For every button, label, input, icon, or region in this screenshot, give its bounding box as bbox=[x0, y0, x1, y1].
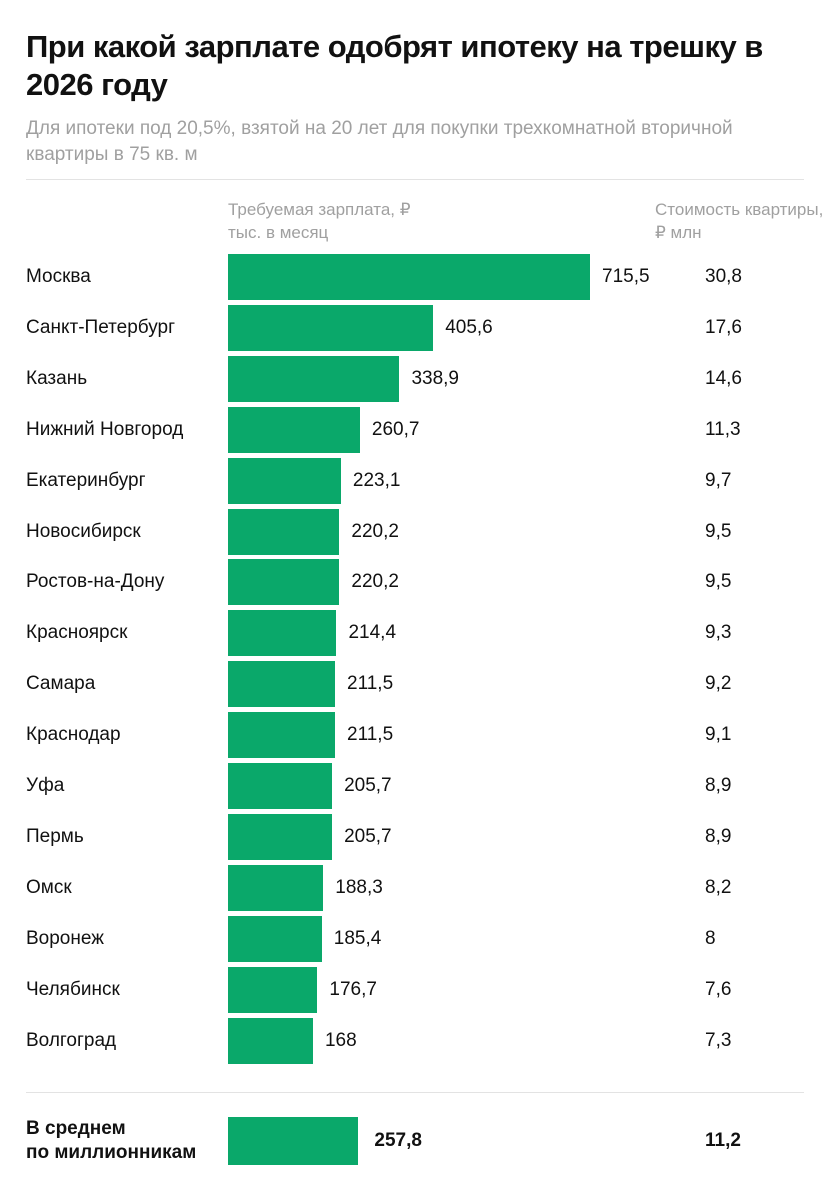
city-label: Казань bbox=[26, 367, 88, 389]
salary-bar bbox=[228, 712, 335, 759]
salary-value-label: 220,2 bbox=[351, 571, 399, 593]
average-label-line2: по миллионникам bbox=[26, 1142, 197, 1163]
salary-bar bbox=[228, 355, 400, 402]
bar-row: Пермь 205,7 8,9 bbox=[0, 813, 830, 865]
salary-column-header: Требуемая зарплата, ₽ тыс. в месяц bbox=[228, 200, 411, 242]
price-value-label: 30,8 bbox=[705, 266, 742, 287]
salary-value-label: 214,4 bbox=[348, 622, 397, 644]
city-label: Новосибирск bbox=[26, 520, 141, 542]
salary-value-label: 205,7 bbox=[344, 825, 392, 847]
salary-bar bbox=[228, 610, 337, 657]
city-label: Нижний Новгород bbox=[26, 418, 184, 440]
bar-row: Новосибирск 220,2 9,5 bbox=[0, 508, 830, 560]
salary-value-label: 405,6 bbox=[445, 316, 493, 338]
salary-value-label: 168 bbox=[324, 1029, 357, 1051]
salary-value-label: 188,3 bbox=[335, 876, 383, 898]
chart-title: При какой зарплате одобрят ипотеку на тр… bbox=[26, 29, 763, 102]
city-label: Воронеж bbox=[26, 927, 104, 949]
price-value-label: 17,6 bbox=[705, 316, 742, 338]
salary-value-label: 176,7 bbox=[329, 978, 377, 1000]
divider bbox=[26, 1092, 804, 1093]
bar-row: Воронеж 185,4 8 bbox=[0, 915, 830, 967]
bar-row: Омск 188,3 8,2 bbox=[0, 864, 830, 916]
average-bar bbox=[228, 1117, 359, 1165]
bar-row: Екатеринбург 223,1 9,7 bbox=[0, 457, 830, 509]
bar-row: Красноярск 214,4 9,3 bbox=[0, 610, 830, 661]
salary-value-label: 223,1 bbox=[352, 469, 401, 491]
bar-row: Казань 338,9 14,6 bbox=[0, 355, 830, 407]
price-value-label: 9,3 bbox=[705, 622, 732, 644]
city-label: Санкт-Петербург bbox=[26, 316, 176, 338]
price-value-label: 9,5 bbox=[705, 571, 732, 593]
price-value-label: 9,7 bbox=[705, 469, 732, 491]
price-value-label: 8,9 bbox=[705, 825, 732, 847]
city-label: Волгоград bbox=[26, 1029, 117, 1051]
city-label: Ростов-на-Дону bbox=[26, 571, 165, 593]
salary-bar bbox=[228, 406, 360, 453]
salary-value-label: 205,7 bbox=[344, 775, 392, 796]
bar-row: Волгоград 168 7,3 bbox=[0, 1017, 830, 1069]
salary-bar bbox=[228, 508, 340, 555]
salary-value-label: 260,7 bbox=[371, 418, 420, 440]
salary-value-label: 338,9 bbox=[411, 367, 459, 389]
salary-bar bbox=[228, 254, 590, 300]
city-label: Уфа bbox=[26, 775, 65, 796]
salary-bar bbox=[228, 559, 340, 606]
salary-bar bbox=[228, 813, 333, 860]
city-label: Краснодар bbox=[26, 724, 121, 746]
bar-row: Санкт-Петербург 405,6 17,6 bbox=[0, 304, 830, 356]
price-value-label: 11,3 bbox=[705, 418, 741, 440]
price-value-label: 14,6 bbox=[705, 367, 742, 389]
price-value-label: 8,2 bbox=[705, 876, 732, 898]
bar-row: Краснодар 211,5 9,1 bbox=[0, 712, 830, 763]
price-value-label: 7,6 bbox=[705, 978, 732, 1000]
city-label: Екатеринбург bbox=[26, 469, 146, 491]
salary-value-label: 185,4 bbox=[333, 927, 382, 949]
price-column-header: Стоимость квартиры, ₽ млн bbox=[655, 200, 824, 242]
salary-bar bbox=[228, 864, 324, 911]
bar-row: Нижний Новгород 260,7 11,3 bbox=[0, 406, 830, 458]
salary-bar bbox=[228, 915, 322, 962]
average-row: В среднем по миллионникам 257,8 11,2 bbox=[0, 1117, 830, 1168]
price-value-label: 7,3 bbox=[705, 1029, 732, 1051]
average-salary-label: 257,8 bbox=[374, 1130, 422, 1151]
chart-subtitle: Для ипотеки под 20,5%, взятой на 20 лет … bbox=[26, 118, 733, 165]
average-price-label: 11,2 bbox=[705, 1130, 741, 1151]
city-label: Самара bbox=[26, 673, 96, 695]
bar-row: Москва 715,5 30,8 bbox=[0, 254, 830, 305]
salary-value-label: 211,5 bbox=[347, 724, 394, 746]
city-label: Пермь bbox=[26, 825, 84, 847]
price-value-label: 9,5 bbox=[705, 520, 732, 542]
price-value-label: 9,1 bbox=[705, 724, 732, 746]
salary-bar bbox=[228, 1017, 313, 1064]
average-label: В среднем по миллионникам bbox=[26, 1117, 196, 1165]
bar-row: Самара 211,5 9,2 bbox=[0, 661, 830, 712]
price-value-label: 9,2 bbox=[705, 673, 732, 695]
salary-bar bbox=[228, 457, 341, 504]
city-label: Челябинск bbox=[26, 978, 120, 1000]
average-label-line1: В среднем bbox=[26, 1118, 126, 1139]
salary-bar bbox=[228, 966, 318, 1013]
bar-row: Челябинск 176,7 7,6 bbox=[0, 966, 830, 1018]
price-value-label: 8,9 bbox=[705, 775, 732, 796]
price-value-label: 8 bbox=[705, 927, 716, 949]
salary-bar bbox=[228, 763, 333, 809]
salary-value-label: 220,2 bbox=[351, 520, 399, 542]
bar-row: Ростов-на-Дону 220,2 9,5 bbox=[0, 559, 830, 610]
city-label: Москва bbox=[26, 266, 91, 287]
salary-value-label: 715,5 bbox=[602, 266, 650, 287]
salary-bar bbox=[228, 661, 335, 708]
city-label: Омск bbox=[26, 876, 72, 898]
salary-bar bbox=[228, 304, 434, 351]
divider bbox=[26, 179, 804, 180]
bar-row: Уфа 205,7 8,9 bbox=[0, 763, 830, 814]
salary-value-label: 211,5 bbox=[347, 673, 394, 695]
city-label: Красноярск bbox=[26, 622, 128, 644]
